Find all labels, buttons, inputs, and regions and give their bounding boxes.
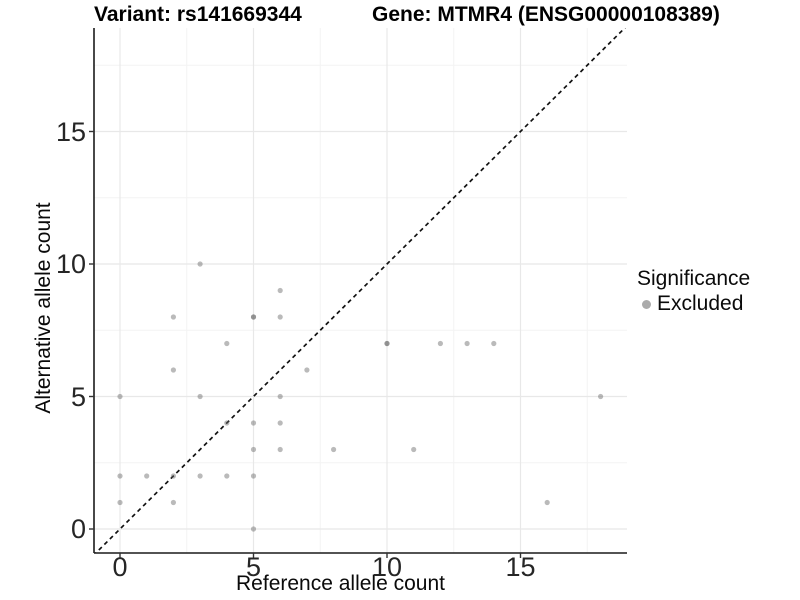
x-axis-title: Reference allele count <box>236 572 445 595</box>
data-point <box>170 499 176 506</box>
data-point <box>277 287 283 294</box>
plot-title-gene: Gene: MTMR4 (ENSG00000108389) <box>372 3 720 26</box>
legend-item-excluded: Excluded <box>637 291 750 317</box>
x-tick-label: 5 <box>245 552 262 582</box>
data-point <box>250 446 257 453</box>
data-point <box>197 261 203 267</box>
data-point <box>304 367 310 373</box>
data-point <box>411 446 417 453</box>
data-point <box>224 340 230 347</box>
x-tick-label: 15 <box>505 552 536 582</box>
legend-point-icon <box>642 299 651 309</box>
data-point <box>197 393 203 400</box>
data-point <box>384 340 390 347</box>
x-tick-label: 10 <box>371 552 403 582</box>
data-point <box>277 420 283 426</box>
data-point <box>384 340 390 347</box>
y-tick-label: 10 <box>55 249 86 279</box>
data-point <box>464 340 470 347</box>
data-point <box>598 393 604 400</box>
y-tick-label: 0 <box>70 514 86 544</box>
data-point <box>250 314 257 320</box>
legend: Significance Excluded <box>637 266 750 317</box>
y-tick-label: 5 <box>70 381 86 412</box>
data-point <box>197 473 203 479</box>
data-point <box>437 340 443 347</box>
data-point <box>250 526 257 532</box>
data-point <box>491 340 497 347</box>
data-point <box>277 314 283 320</box>
data-point <box>250 473 257 479</box>
data-point <box>250 314 257 320</box>
data-point <box>117 473 123 479</box>
data-point <box>544 499 550 506</box>
plot-title-variant: Variant: rs141669344 <box>94 3 302 26</box>
data-point <box>170 473 176 479</box>
data-point <box>250 420 257 426</box>
data-point <box>144 473 150 479</box>
x-tick-label: 0 <box>112 552 128 582</box>
data-point <box>331 446 337 453</box>
data-point <box>170 367 176 373</box>
data-point <box>224 420 230 426</box>
data-point <box>277 446 283 453</box>
legend-item-label: Excluded <box>657 292 744 315</box>
data-point <box>170 314 176 320</box>
data-point <box>224 473 230 479</box>
data-point <box>117 499 123 506</box>
data-point <box>277 393 283 400</box>
identity-dashed-line <box>94 28 626 553</box>
data-point <box>117 393 123 400</box>
legend-title: Significance <box>637 267 751 290</box>
y-tick-label: 15 <box>55 116 86 147</box>
